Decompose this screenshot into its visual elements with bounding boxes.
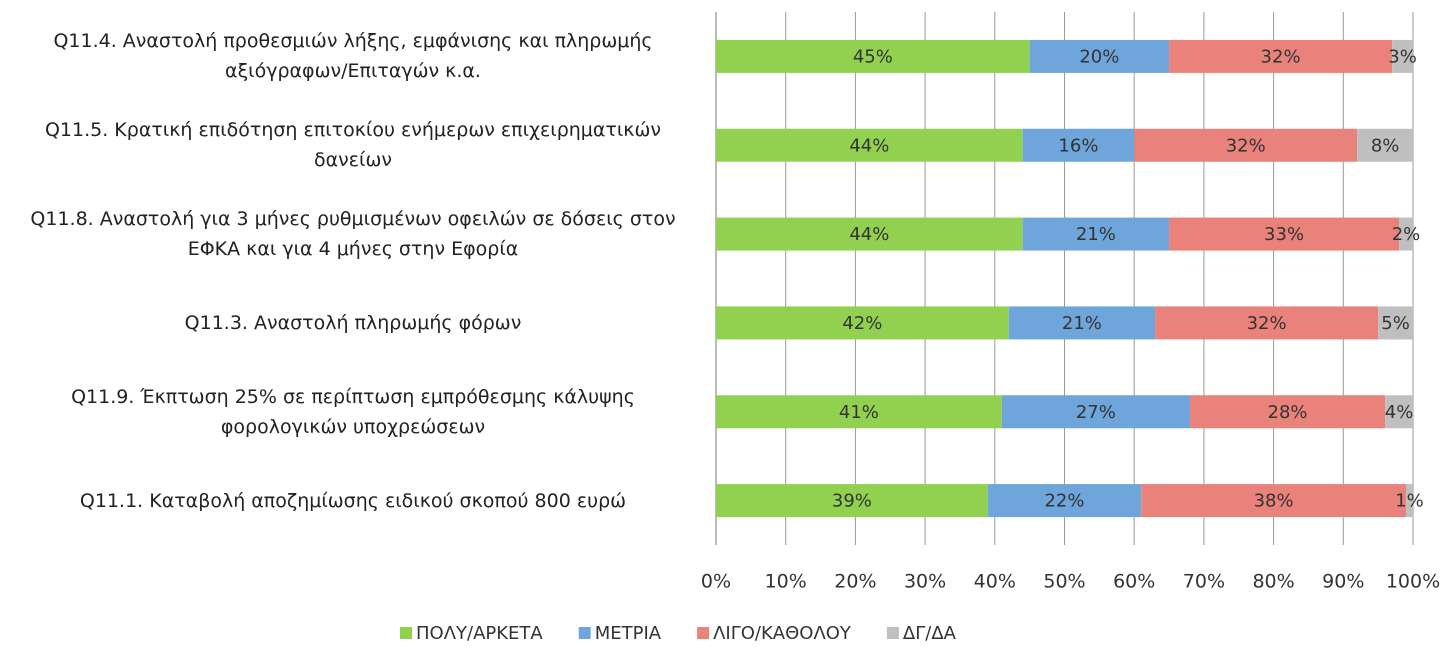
bar-segment — [1008, 306, 1156, 340]
bar-segment — [1169, 39, 1393, 73]
x-tick-label: 40% — [974, 571, 1016, 593]
y-tick-label: Q11.4. Αναστολή προθεσμιών λήξης, εμφάνι… — [53, 30, 653, 83]
bar-segment — [1392, 39, 1413, 73]
x-tick-label: 100% — [1386, 571, 1440, 593]
bar-segment — [1169, 217, 1400, 251]
data-label: 4% — [1385, 402, 1414, 423]
x-tick-label: 90% — [1322, 571, 1364, 593]
data-label: 44% — [849, 224, 889, 245]
data-label: 20% — [1079, 46, 1119, 67]
bar-segment — [716, 395, 1002, 429]
x-tick-label: 10% — [765, 571, 807, 593]
bar-segment — [1357, 128, 1413, 162]
data-label: 22% — [1044, 491, 1084, 512]
bar-segment — [716, 39, 1030, 73]
bar-segment — [716, 306, 1009, 340]
bar-segment — [987, 484, 1142, 518]
data-label: 1% — [1395, 491, 1424, 512]
bar-segment — [1155, 306, 1379, 340]
data-label: 2% — [1392, 224, 1421, 245]
legend-swatch — [400, 627, 412, 639]
data-label: 3% — [1388, 46, 1417, 67]
y-tick-label: Q11.9. Έκπτωση 25% σε περίπτωση εμπρόθεσ… — [71, 385, 635, 438]
data-label: 45% — [853, 46, 893, 67]
legend-swatch — [697, 627, 710, 639]
bar-segment — [1406, 484, 1413, 518]
data-label: 44% — [849, 135, 889, 156]
x-tick-label: 20% — [834, 571, 876, 593]
data-label: 33% — [1264, 224, 1304, 245]
x-tick-label: 80% — [1252, 571, 1294, 593]
bar-segment — [716, 484, 988, 518]
legend-label: ΠΟΛΥ/ΑΡΚΕΤΑ — [416, 623, 543, 644]
legend-label: ΜΕΤΡΙΑ — [595, 623, 662, 644]
data-label: 32% — [1247, 313, 1287, 334]
bar-segment — [1189, 395, 1386, 429]
data-label: 28% — [1268, 402, 1308, 423]
x-tick-label: 50% — [1043, 571, 1085, 593]
x-tick-label: 30% — [904, 571, 946, 593]
y-tick-label: Q11.8. Αναστολή για 3 μήνες ρυθμισμένων … — [30, 208, 676, 261]
bar-segment — [1378, 306, 1413, 340]
bar-segment — [1001, 395, 1190, 429]
bar-segment — [1022, 128, 1135, 162]
x-tick-label: 0% — [701, 571, 731, 593]
legend-swatch — [578, 627, 591, 639]
y-tick-label: Q11.1. Καταβολή αποζημίωσης ειδικού σκοπ… — [79, 489, 627, 512]
data-label: 32% — [1226, 135, 1266, 156]
bar-segment — [1134, 128, 1358, 162]
legend-swatch — [886, 627, 899, 639]
y-tick-label: Q11.5. Κρατική επιδότηση επιτοκίου ενήμε… — [44, 119, 662, 172]
bar-segment — [1399, 217, 1413, 251]
bar-segment — [716, 217, 1023, 251]
data-label: 38% — [1254, 491, 1294, 512]
bar-segment — [1022, 217, 1170, 251]
data-label: 21% — [1062, 313, 1102, 334]
legend-label: ΛΙΓΟ/ΚΑΘΟΛΟΥ — [713, 623, 852, 644]
data-label: 32% — [1261, 46, 1301, 67]
x-tick-label: 60% — [1113, 571, 1155, 593]
data-label: 41% — [839, 402, 879, 423]
data-label: 8% — [1371, 135, 1400, 156]
data-label: 16% — [1058, 135, 1098, 156]
x-tick-label: 70% — [1183, 571, 1225, 593]
y-tick-label: Q11.3. Αναστολή πληρωμής φόρων — [184, 311, 522, 334]
bar-segment — [1029, 39, 1170, 73]
legend-label: ΔΓ/ΔΑ — [903, 623, 957, 644]
data-label: 5% — [1381, 313, 1410, 334]
bar-segment — [1385, 395, 1413, 429]
data-label: 27% — [1076, 402, 1116, 423]
data-label: 21% — [1076, 224, 1116, 245]
bar-segment — [1141, 484, 1407, 518]
data-label: 39% — [832, 491, 872, 512]
data-label: 42% — [842, 313, 882, 334]
bar-segment — [716, 128, 1023, 162]
